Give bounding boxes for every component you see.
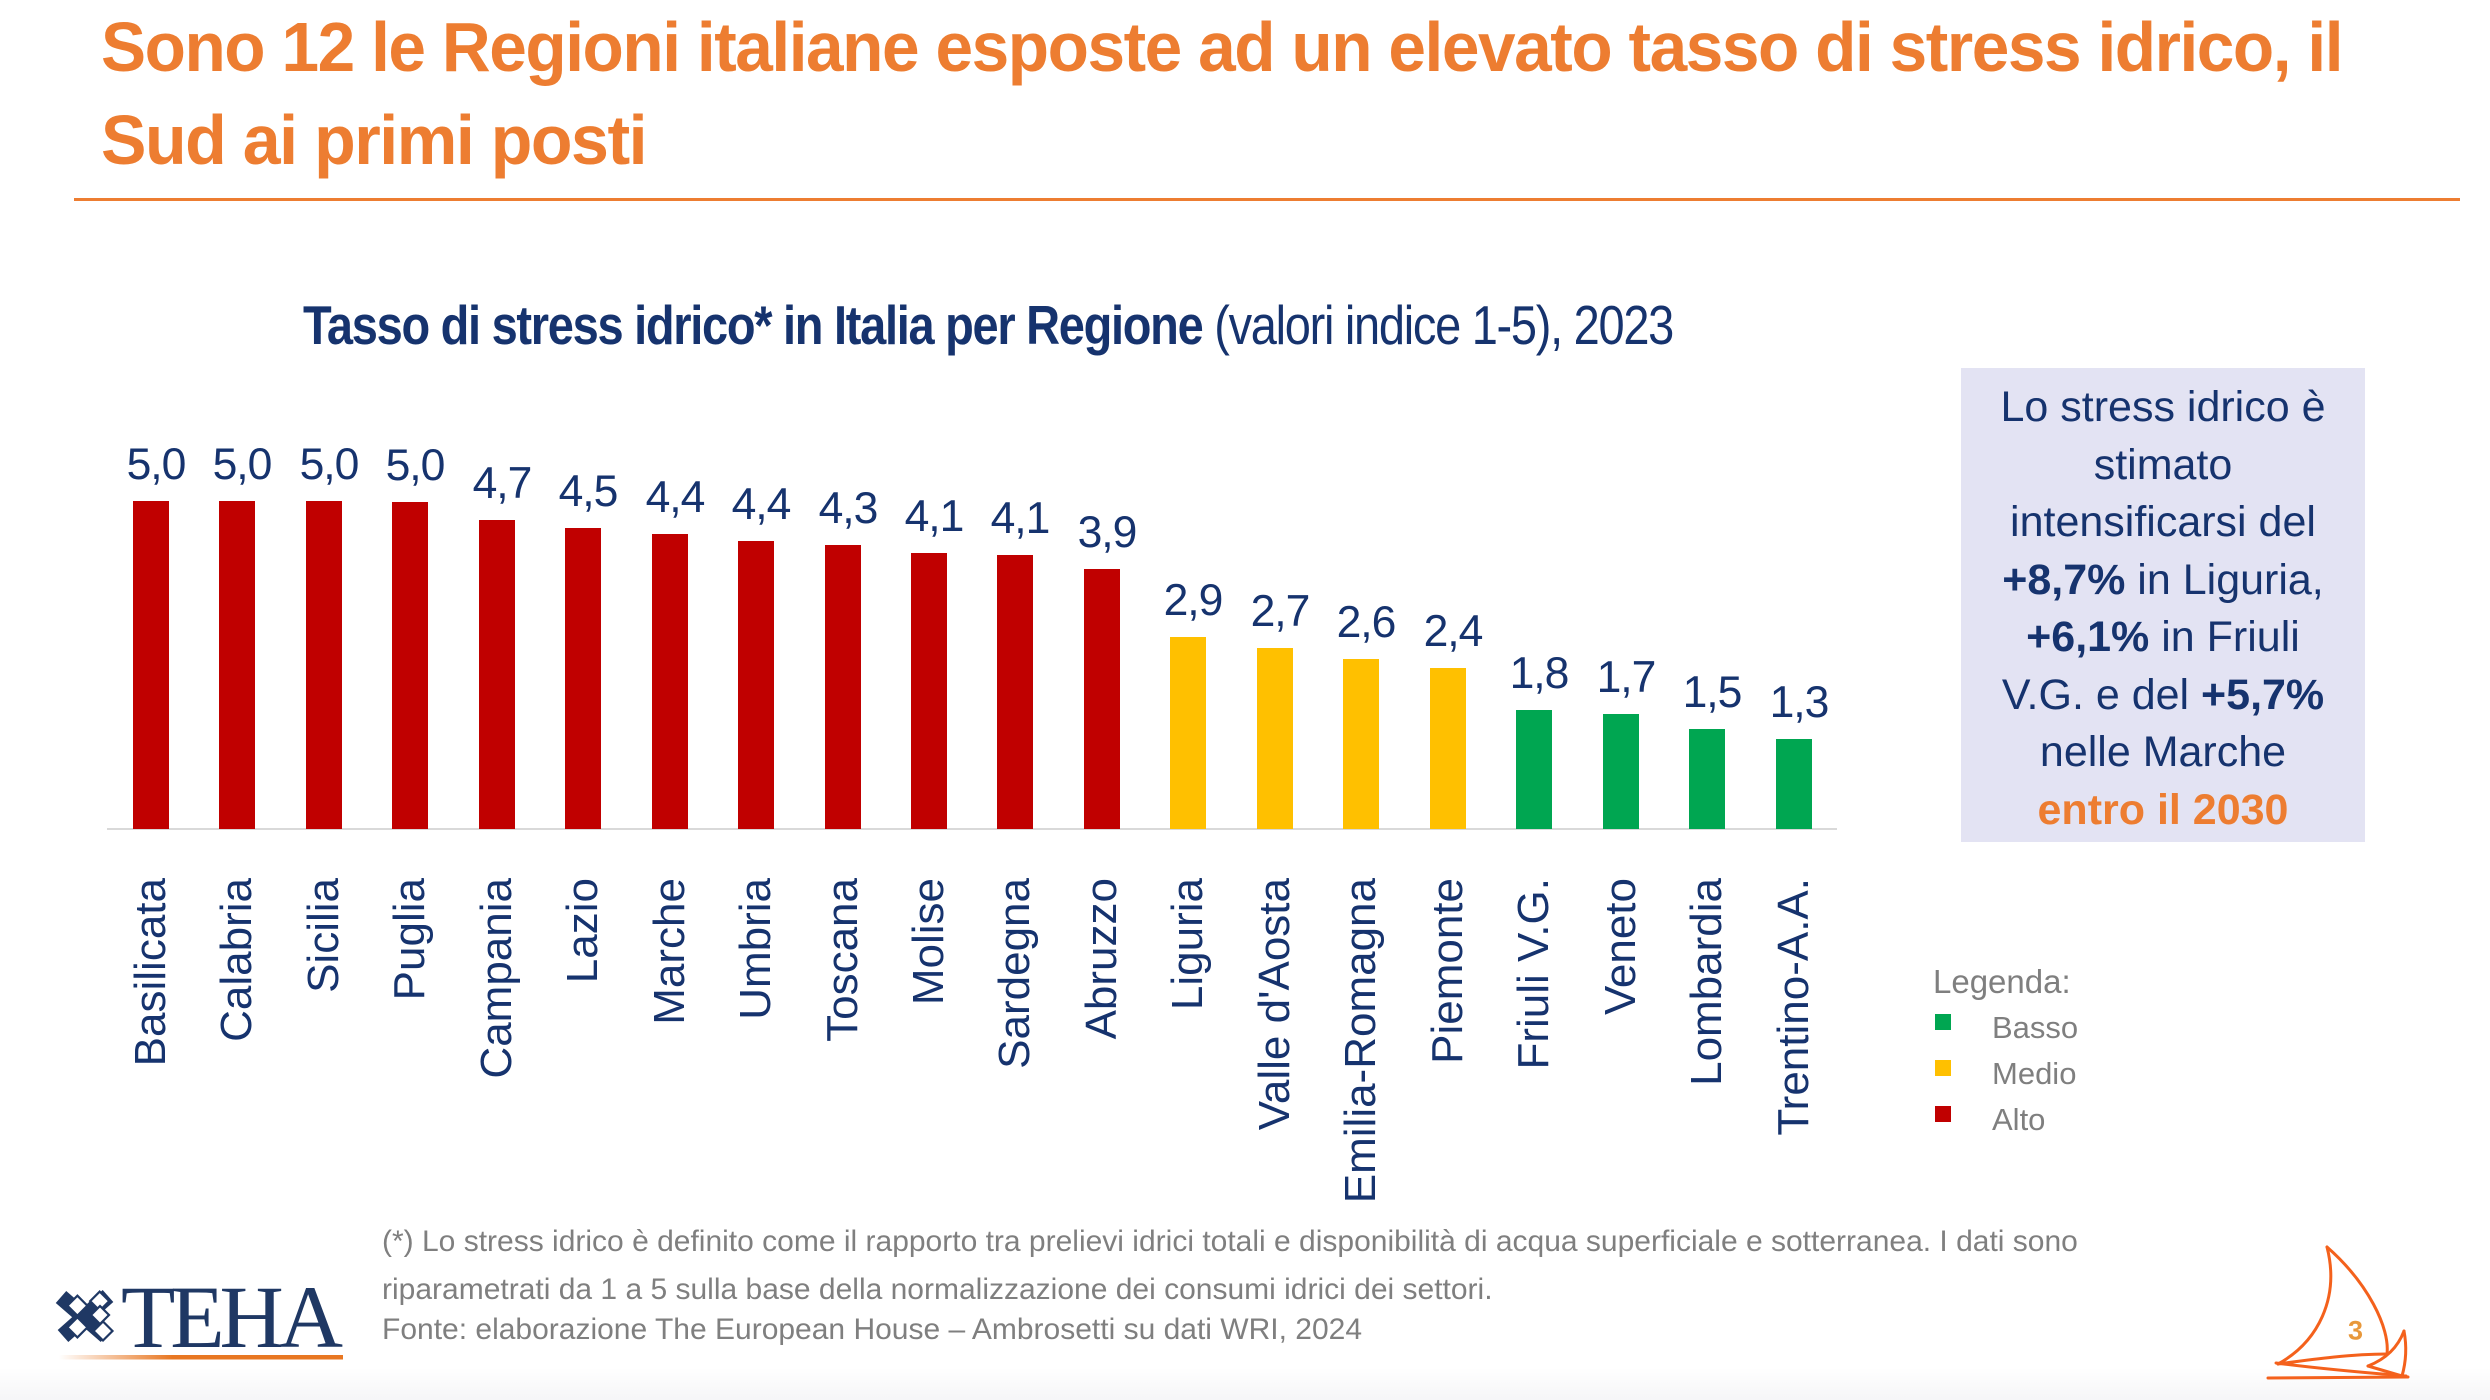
svg-text:3: 3 [2348,1316,2363,1346]
svg-text:TEHA: TEHA [121,1282,343,1367]
